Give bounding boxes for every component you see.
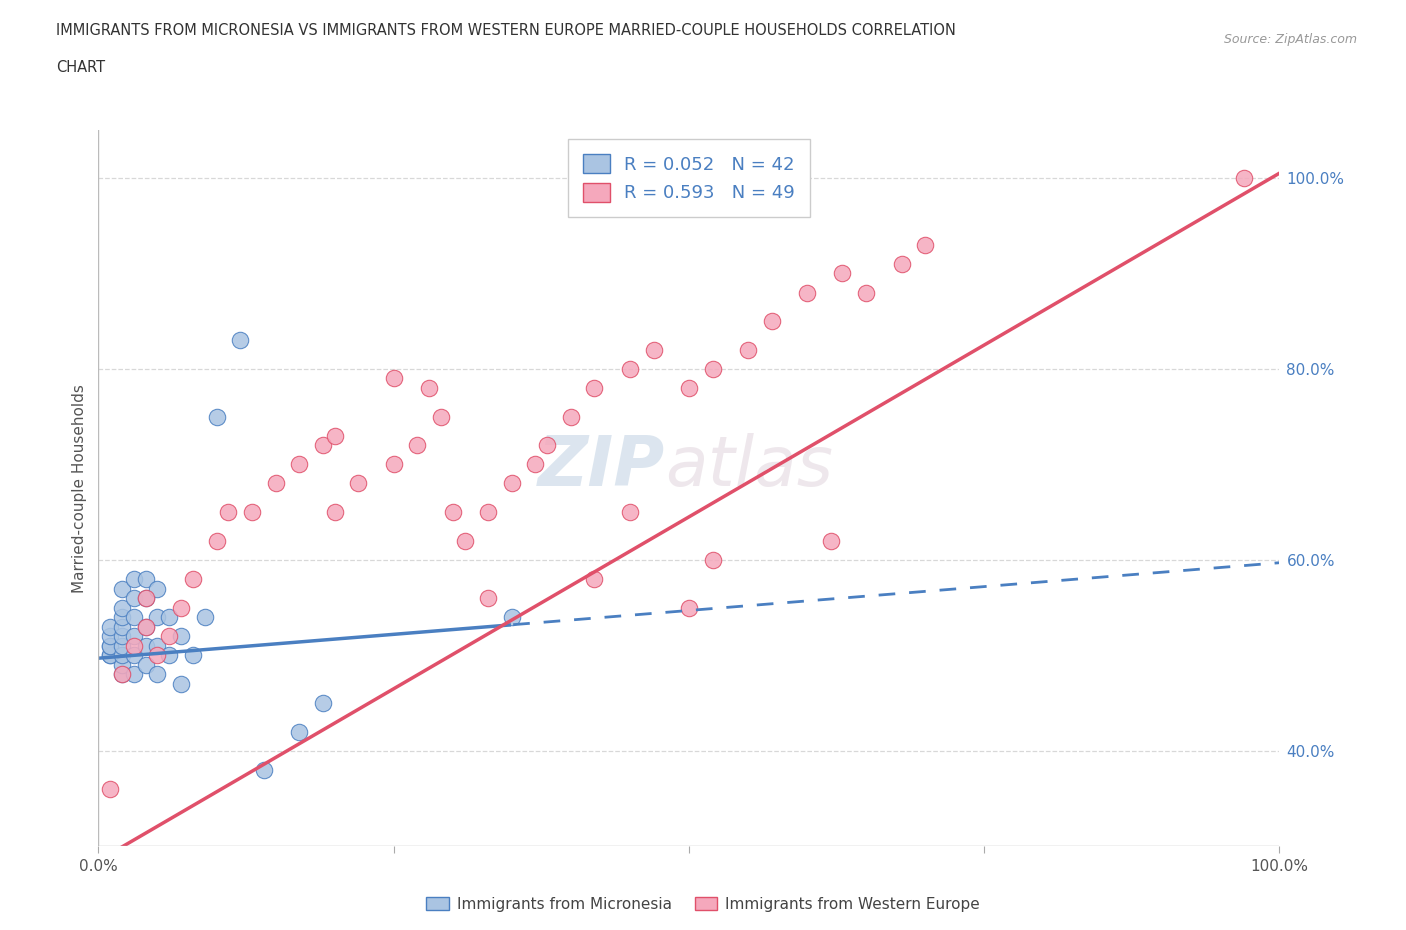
Point	[146, 648, 169, 663]
Point	[111, 638, 134, 653]
Point	[501, 610, 523, 625]
Point	[194, 610, 217, 625]
Y-axis label: Married-couple Households: Married-couple Households	[72, 384, 87, 592]
Point	[205, 409, 228, 424]
Point	[111, 658, 134, 672]
Point	[347, 476, 370, 491]
Point	[98, 648, 121, 663]
Point	[406, 438, 429, 453]
Point	[146, 638, 169, 653]
Point	[146, 610, 169, 625]
Point	[430, 409, 453, 424]
Text: ZIP: ZIP	[538, 433, 665, 500]
Point	[122, 638, 145, 653]
Point	[524, 457, 547, 472]
Point	[312, 438, 335, 453]
Point	[820, 533, 842, 548]
Point	[205, 533, 228, 548]
Point	[796, 286, 818, 300]
Point	[560, 409, 582, 424]
Text: IMMIGRANTS FROM MICRONESIA VS IMMIGRANTS FROM WESTERN EUROPE MARRIED-COUPLE HOUS: IMMIGRANTS FROM MICRONESIA VS IMMIGRANTS…	[56, 23, 956, 38]
Point	[157, 610, 180, 625]
Point	[122, 648, 145, 663]
Legend: Immigrants from Micronesia, Immigrants from Western Europe: Immigrants from Micronesia, Immigrants f…	[420, 890, 986, 918]
Point	[135, 638, 157, 653]
Point	[453, 533, 475, 548]
Point	[229, 333, 252, 348]
Point	[737, 342, 759, 357]
Point	[702, 552, 724, 567]
Point	[111, 667, 134, 682]
Point	[264, 476, 287, 491]
Point	[146, 667, 169, 682]
Point	[157, 629, 180, 644]
Point	[122, 629, 145, 644]
Point	[111, 619, 134, 634]
Point	[678, 380, 700, 395]
Point	[111, 610, 134, 625]
Point	[146, 581, 169, 596]
Point	[441, 505, 464, 520]
Point	[914, 237, 936, 252]
Point	[111, 648, 134, 663]
Point	[181, 572, 204, 587]
Point	[323, 505, 346, 520]
Point	[135, 619, 157, 634]
Point	[98, 638, 121, 653]
Point	[98, 648, 121, 663]
Point	[122, 667, 145, 682]
Point	[477, 505, 499, 520]
Point	[111, 600, 134, 615]
Point	[890, 257, 912, 272]
Point	[170, 676, 193, 691]
Point	[678, 600, 700, 615]
Text: atlas: atlas	[665, 433, 834, 500]
Point	[855, 286, 877, 300]
Point	[98, 619, 121, 634]
Point	[217, 505, 239, 520]
Point	[135, 619, 157, 634]
Point	[122, 572, 145, 587]
Point	[382, 457, 405, 472]
Point	[253, 763, 276, 777]
Point	[501, 476, 523, 491]
Point	[181, 648, 204, 663]
Point	[619, 362, 641, 377]
Point	[135, 658, 157, 672]
Point	[382, 371, 405, 386]
Point	[135, 572, 157, 587]
Point	[111, 667, 134, 682]
Point	[98, 781, 121, 796]
Point	[619, 505, 641, 520]
Text: Source: ZipAtlas.com: Source: ZipAtlas.com	[1223, 33, 1357, 46]
Point	[477, 591, 499, 605]
Text: CHART: CHART	[56, 60, 105, 75]
Point	[288, 724, 311, 739]
Point	[122, 591, 145, 605]
Point	[761, 313, 783, 328]
Point	[135, 591, 157, 605]
Point	[702, 362, 724, 377]
Point	[418, 380, 440, 395]
Point	[240, 505, 263, 520]
Point	[122, 610, 145, 625]
Point	[288, 457, 311, 472]
Point	[643, 342, 665, 357]
Point	[170, 600, 193, 615]
Point	[312, 696, 335, 711]
Legend: R = 0.052   N = 42, R = 0.593   N = 49: R = 0.052 N = 42, R = 0.593 N = 49	[568, 140, 810, 217]
Point	[170, 629, 193, 644]
Point	[536, 438, 558, 453]
Point	[1233, 170, 1256, 185]
Point	[831, 266, 853, 281]
Point	[323, 429, 346, 444]
Point	[157, 648, 180, 663]
Point	[98, 629, 121, 644]
Point	[583, 380, 606, 395]
Point	[583, 572, 606, 587]
Point	[111, 581, 134, 596]
Point	[111, 629, 134, 644]
Point	[98, 638, 121, 653]
Point	[135, 591, 157, 605]
